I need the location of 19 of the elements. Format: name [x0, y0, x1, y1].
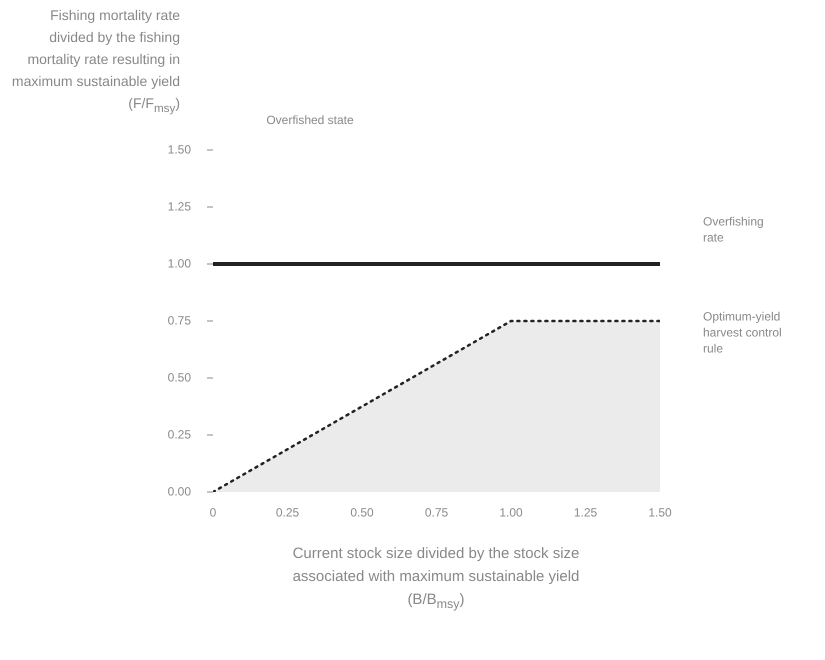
text: Overfishing rate	[703, 214, 764, 244]
y-tick-label: 0.00	[168, 484, 192, 498]
x-tick-label: 0.25	[276, 506, 300, 520]
y-axis-title: Fishing mortality rate divided by the fishing mortality rate resulting in maximum sustainable yield (F/F$_{msy}$)	[10, 6, 180, 117]
text: Overfished state	[265, 112, 355, 128]
x-tick-label: 0	[210, 506, 217, 520]
x-tick-label: 0.50	[350, 506, 374, 520]
y-tick-label: 0.50	[168, 370, 192, 384]
x-tick-label: 1.00	[499, 506, 523, 520]
y-tick-label: 1.50	[168, 142, 192, 156]
x-tick-label: 1.50	[648, 506, 672, 520]
y-tick-label: 0.75	[168, 313, 192, 328]
text: Optimum-yield harvest control rule	[703, 309, 782, 356]
x-tick-label: 0.75	[424, 506, 448, 520]
x-axis-title: Current stock size divided by the stock size associated with maximum sustainable yield (B/B$_{msy}$)	[292, 544, 580, 613]
y-tick-label: 1.00	[168, 256, 192, 270]
y-tick-label: 0.25	[168, 427, 192, 442]
x-tick-label: 1.25	[574, 506, 598, 520]
y-tick-label: 1.25	[168, 199, 192, 214]
